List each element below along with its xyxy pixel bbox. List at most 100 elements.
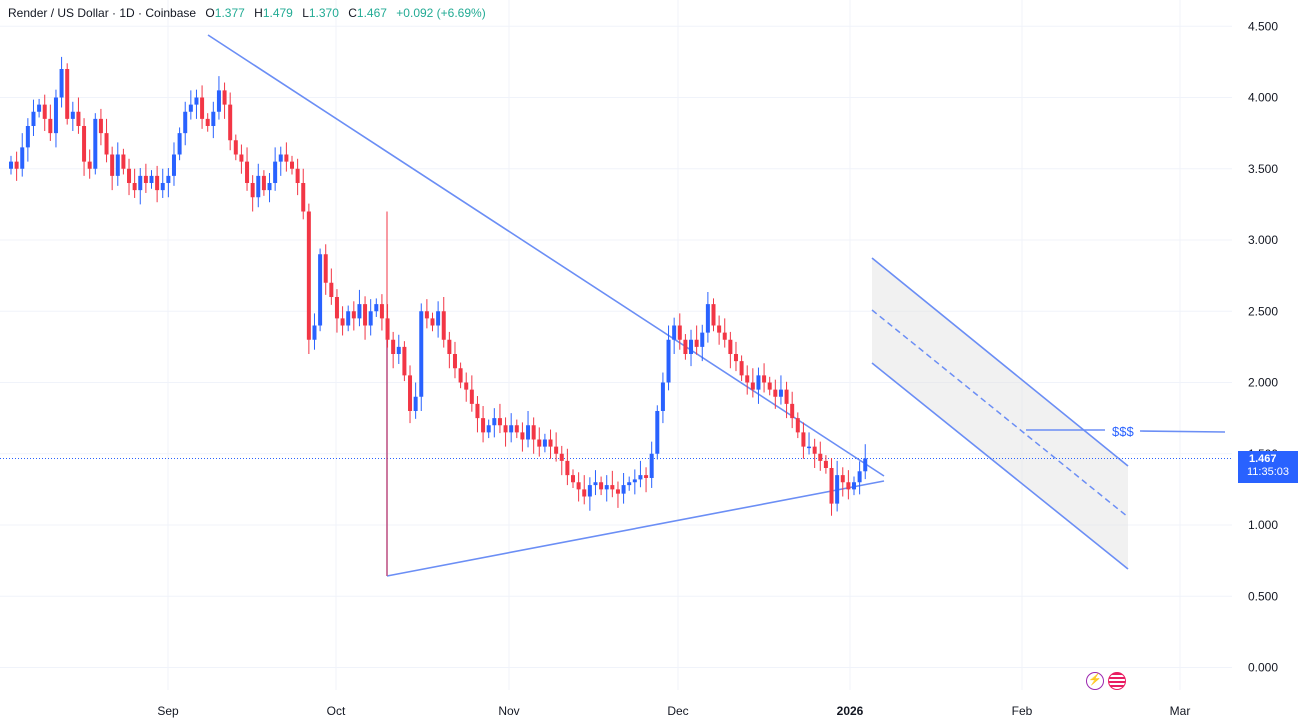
candle-body [363,304,368,326]
candle-body [593,482,598,486]
time-axis: Sep Oct Nov Dec 2026 Feb Mar [157,704,1190,718]
candle-body [396,346,401,354]
y-tick-label: 3.500 [1248,162,1278,176]
us-flag-icon[interactable] [1108,672,1126,690]
candle-body [200,97,205,119]
candle-body [312,325,317,340]
close-label: C [348,6,357,20]
candle-body [722,332,727,340]
candle-body [666,339,671,383]
candle-body [475,403,480,419]
candle-body [436,311,441,326]
candle-body [857,471,862,483]
candle-body [301,183,306,212]
candle-body [497,418,502,426]
candle-body [25,126,30,148]
candle-body [818,453,823,461]
candle-body [621,485,626,494]
candle-body [166,175,171,183]
symbol-title[interactable]: Render / US Dollar · 1D · Coinbase [8,6,197,20]
candle-body [318,254,323,326]
candle-body [705,304,710,333]
candle-body [481,418,486,433]
x-tick-label: Feb [1012,704,1033,718]
candle-body [278,154,283,162]
y-tick-label: 0.000 [1248,661,1278,675]
candle-body [284,154,289,162]
candle-body [615,489,620,494]
candle-body [127,168,132,183]
candle-body [464,382,469,390]
candle-body [93,118,98,169]
x-tick-label: Sep [157,704,179,718]
candle-body [829,468,834,504]
candle-body [587,485,592,497]
candle-body [267,183,272,191]
y-tick-label: 4.000 [1248,91,1278,105]
candle-body [627,482,632,486]
candle-body [329,282,334,297]
candlestick-series [9,56,868,576]
candle-body [644,475,649,478]
candle-body [42,104,47,119]
candle-body [413,396,418,411]
candle-body [87,161,92,169]
candle-body [604,485,609,490]
candle-body [98,118,103,134]
last-price-label: 1.467 11:35:03 [1238,451,1298,483]
candle-body [835,475,840,504]
candle-body [683,339,688,354]
candle-body [812,446,817,454]
candle-body [357,304,362,319]
candle-body [183,111,188,134]
chart-header: Render / US Dollar · 1D · Coinbase O1.37… [8,6,486,20]
open-label: O [205,6,215,20]
candle-body [649,453,654,478]
candle-body [486,425,491,433]
candle-body [408,375,413,411]
candle-body [256,175,261,198]
candle-body [53,97,58,134]
candle-body [655,411,660,454]
candle-body [70,111,75,119]
candle-body [76,111,81,126]
lightning-icon[interactable]: ⚡ [1086,672,1104,690]
candle-body [379,304,384,319]
candle-body [132,183,137,191]
candle-body [458,368,463,383]
candle-body [492,418,497,426]
triangle-lower-line [386,480,885,577]
candle-body [542,439,547,447]
high-value: 1.479 [262,6,293,20]
channel-mid-line [871,309,1129,518]
candle-body [526,425,531,440]
candle-body [739,361,744,376]
candle-body [599,482,604,490]
x-tick-label: Oct [327,704,346,718]
candle-body [790,403,795,419]
candle-body [121,154,126,169]
candle-body [402,346,407,376]
candle-body [773,389,778,397]
candle-body [767,382,772,390]
candle-body [82,126,87,162]
candle-body [160,183,165,191]
candle-body [211,111,216,126]
candle-body [37,104,42,112]
candle-body [245,161,250,183]
last-price-value: 1.467 [1249,453,1277,465]
candle-body [20,147,25,169]
candle-body [503,425,508,433]
candle-body [610,485,615,490]
candle-body [700,332,705,347]
candle-body [65,69,70,119]
candle-body [559,453,564,461]
candle-body [756,375,761,390]
candle-body [143,175,148,183]
candle-body [233,140,238,155]
channel-lower-line [871,362,1129,570]
candle-body [571,475,575,483]
candle-body [9,161,13,169]
candle-body [565,460,570,476]
